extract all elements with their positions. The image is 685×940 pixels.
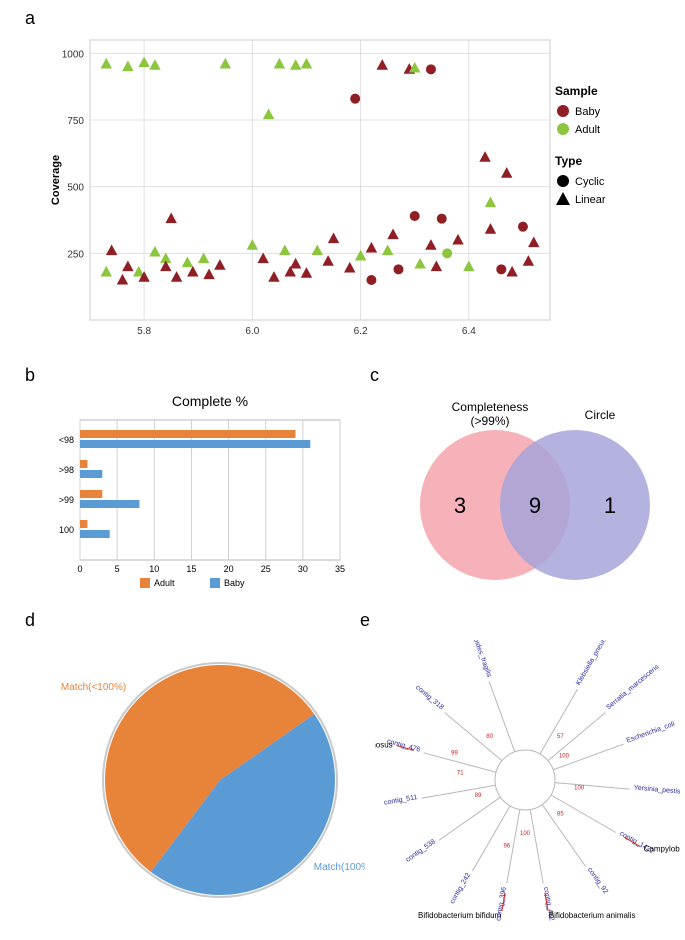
- panel-a-label: a: [25, 8, 35, 29]
- svg-text:contig_511: contig_511: [384, 794, 419, 807]
- svg-text:9: 9: [529, 493, 541, 518]
- scatter-plot-a: 5.86.06.26.42505007501000Log10(Length)Co…: [45, 30, 675, 335]
- svg-text:contig_538: contig_538: [405, 838, 437, 863]
- svg-text:Serratia_marcescens: Serratia_marcescens: [605, 663, 661, 711]
- svg-text:750: 750: [67, 116, 84, 127]
- svg-text:Bifidobacterium bifidum: Bifidobacterium bifidum: [418, 911, 501, 920]
- svg-text:57: 57: [557, 734, 564, 740]
- svg-text:Adult: Adult: [154, 578, 175, 588]
- svg-text:Coverage: Coverage: [50, 155, 62, 205]
- svg-text:100: 100: [520, 831, 531, 837]
- svg-text:Klebsiella_pneumoniae: Klebsiella_pneumoniae: [575, 640, 617, 687]
- svg-text:5: 5: [115, 564, 120, 574]
- svg-text:25: 25: [261, 564, 271, 574]
- svg-text:20: 20: [224, 564, 234, 574]
- svg-text:96: 96: [504, 844, 511, 850]
- svg-text:Match(100%): Match(100%): [314, 862, 365, 873]
- svg-text:Complete %: Complete %: [172, 393, 248, 409]
- svg-text:Completeness: Completeness: [452, 400, 529, 414]
- panel-b-label: b: [25, 365, 35, 386]
- svg-text:<98: <98: [59, 435, 74, 445]
- svg-text:6.4: 6.4: [462, 326, 476, 335]
- svg-text:Adult: Adult: [575, 124, 600, 136]
- svg-text:6.2: 6.2: [354, 326, 368, 335]
- svg-text:contig_92: contig_92: [586, 866, 609, 895]
- svg-text:Lactobacillus rhamnosus: Lactobacillus rhamnosus: [375, 741, 393, 750]
- svg-text:250: 250: [67, 249, 84, 260]
- svg-text:>98: >98: [59, 465, 74, 475]
- svg-text:89: 89: [475, 793, 482, 799]
- svg-text:(>99%): (>99%): [470, 414, 509, 428]
- panel-e-label: e: [360, 610, 370, 631]
- svg-text:500: 500: [67, 183, 84, 194]
- panel-c-label: c: [370, 365, 379, 386]
- svg-text:100: 100: [574, 786, 585, 792]
- svg-text:15: 15: [186, 564, 196, 574]
- svg-text:Circle: Circle: [585, 408, 616, 422]
- svg-text:3: 3: [454, 493, 466, 518]
- svg-text:1000: 1000: [62, 49, 85, 60]
- svg-text:Bifidobacterium animalis: Bifidobacterium animalis: [549, 911, 636, 920]
- svg-text:10: 10: [149, 564, 159, 574]
- svg-text:0: 0: [77, 564, 82, 574]
- svg-text:71: 71: [457, 770, 464, 776]
- venn-diagram-c: Completeness(>99%) Circle 3 9 1: [385, 395, 675, 595]
- svg-text:Escherichia_coli: Escherichia_coli: [626, 721, 676, 745]
- svg-text:Type: Type: [555, 154, 582, 168]
- svg-text:5.8: 5.8: [137, 326, 151, 335]
- bar-chart-b: Complete % 0 5 10 15 20 25 30 35 <98 >98 >99 100 Adul…: [40, 390, 360, 595]
- svg-text:80: 80: [486, 734, 493, 740]
- svg-text:Match(<100%): Match(<100%): [61, 682, 126, 693]
- svg-text:35: 35: [335, 564, 345, 574]
- svg-text:Bacteroides_fragilis: Bacteroides_fragilis: [465, 640, 493, 679]
- svg-text:85: 85: [557, 811, 564, 817]
- svg-text:99: 99: [451, 750, 458, 756]
- circular-tree-e: Klebsiella_pneumoniaeSerratia_marcescens…: [375, 640, 680, 930]
- panel-d-label: d: [25, 610, 35, 631]
- svg-text:Cyclic: Cyclic: [575, 176, 605, 188]
- svg-text:100: 100: [559, 754, 570, 760]
- svg-text:contig_318: contig_318: [414, 684, 445, 711]
- svg-text:>99: >99: [59, 495, 74, 505]
- svg-text:Baby: Baby: [224, 578, 245, 588]
- svg-text:Yersinia_pestis: Yersinia_pestis: [633, 785, 680, 796]
- svg-text:6.0: 6.0: [245, 326, 259, 335]
- svg-text:1: 1: [604, 493, 616, 518]
- svg-text:Baby: Baby: [575, 106, 601, 118]
- svg-text:Campylobacter jejuni: Campylobacter jejuni: [644, 845, 680, 854]
- svg-text:Linear: Linear: [575, 194, 606, 206]
- svg-text:contig_242: contig_242: [449, 872, 472, 905]
- svg-text:30: 30: [298, 564, 308, 574]
- pie-chart-d: Match(100%) Match(<100%): [45, 640, 365, 930]
- svg-text:100: 100: [59, 525, 74, 535]
- svg-text:Sample: Sample: [555, 84, 598, 98]
